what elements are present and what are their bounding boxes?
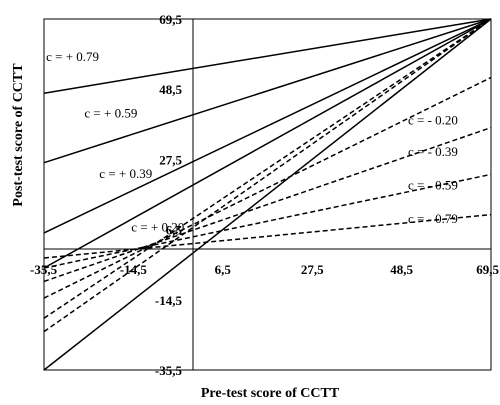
x-tick-label: 6,5 (215, 262, 232, 277)
line-label: c = + 0.39 (99, 166, 152, 181)
x-tick-labels: -35,5 -14,5 6,5 27,5 48,5 69,5 (30, 262, 500, 277)
y-tick-label: -14,5 (155, 293, 183, 308)
x-tick-label: 27,5 (301, 262, 324, 277)
x-tick-label: 69,5 (476, 262, 499, 277)
y-tick-label: 27,5 (159, 152, 182, 167)
series-lines (44, 19, 491, 370)
x-tick-label: -14,5 (120, 262, 148, 277)
line-label: c = + 0.20 (131, 219, 184, 234)
y-tick-labels: 69,548,527,56,5-14,5-35,5 (155, 12, 183, 378)
y-tick-label: 48,5 (159, 82, 182, 97)
line-label: c = - 0.20 (408, 112, 458, 127)
y-tick-label: -35,5 (155, 363, 183, 378)
line-label: c = + 0.79 (46, 49, 99, 64)
line-label: c = + 0.59 (84, 106, 137, 121)
line-label: c = - 0.79 (408, 211, 458, 226)
line-label: c = - 0.39 (408, 144, 458, 159)
line-label: c = - 0.59 (408, 178, 458, 193)
series-line-5 (44, 19, 491, 370)
series-line-2 (44, 19, 491, 163)
y-tick-label: 69,5 (159, 12, 182, 27)
x-axis-title: Pre-test score of CCTT (201, 386, 340, 401)
x-tick-label: 48,5 (390, 262, 413, 277)
y-axis-title: Post-test score of CCTT (11, 63, 26, 207)
x-tick-label: -35,5 (30, 262, 58, 277)
